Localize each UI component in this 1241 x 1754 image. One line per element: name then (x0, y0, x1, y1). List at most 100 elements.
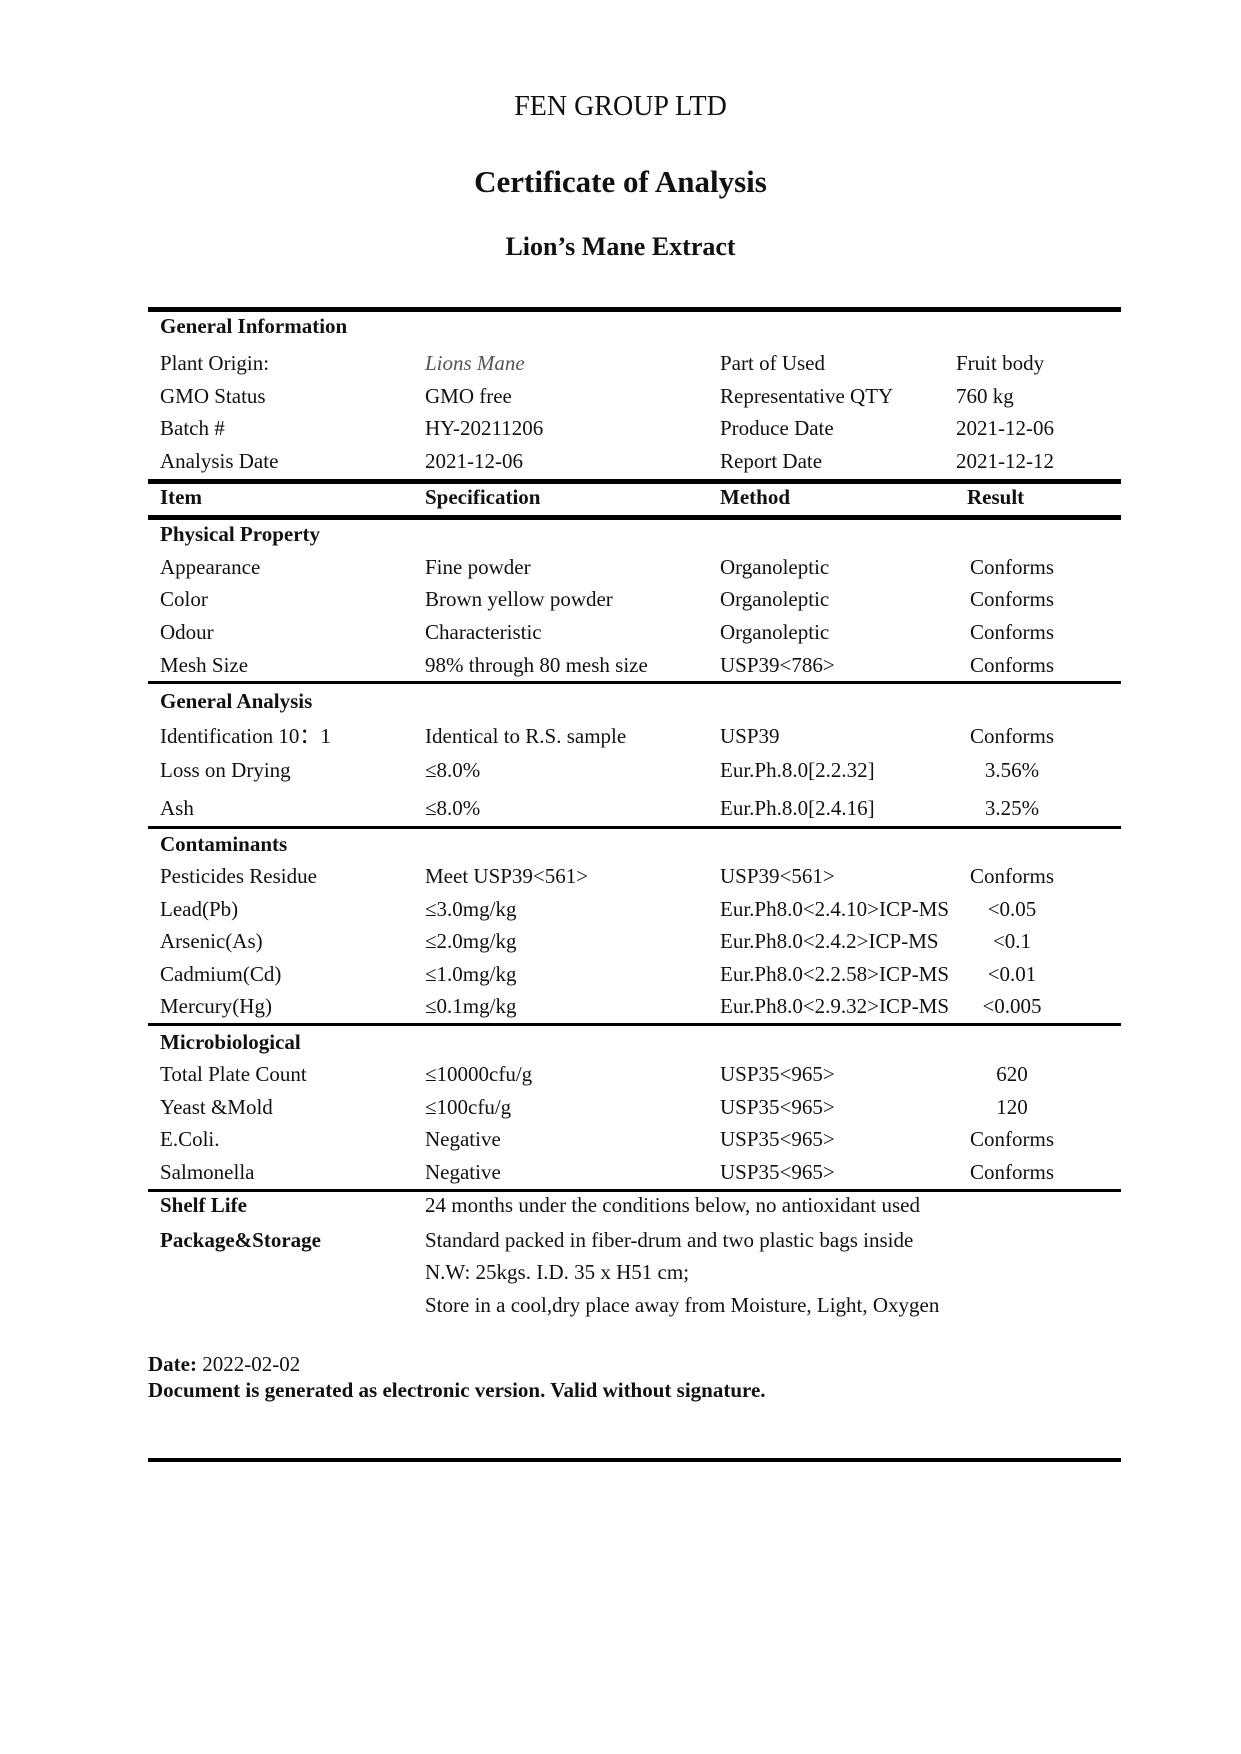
header-rule-bottom (148, 515, 1121, 520)
table-cell: ≤10000cfu/g (425, 1062, 533, 1086)
table-cell: Cadmium(Cd) (160, 962, 282, 986)
table-cell: Identification 10：1 (160, 724, 331, 748)
table-cell: Mercury(Hg) (160, 994, 272, 1018)
section-rule (148, 826, 1121, 829)
table-cell: USP39 (720, 724, 780, 748)
table-cell: Eur.Ph8.0<2.4.2>ICP-MS (720, 929, 939, 953)
date-value: 2022-02-02 (202, 1352, 301, 1376)
header-rule-top (148, 479, 1121, 484)
table-cell: Fine powder (425, 555, 531, 579)
result-cell: Conforms (970, 620, 1054, 644)
table-cell: USP35<965> (720, 1127, 835, 1151)
result-cell: Conforms (970, 1160, 1054, 1184)
info-cell: Fruit body (956, 351, 1045, 375)
section-heading: Contaminants (160, 832, 288, 856)
table-cell: Mesh Size (160, 653, 249, 677)
package-storage-label: Package&Storage (160, 1228, 321, 1252)
result-cell: <0.05 (987, 897, 1037, 921)
result-cell: Conforms (970, 724, 1054, 748)
table-cell: Meet USP39<561> (425, 864, 589, 888)
table-cell: USP35<965> (720, 1160, 835, 1184)
table-cell: Organoleptic (720, 620, 830, 644)
section-heading: General Information (160, 314, 348, 338)
result-cell: <0.01 (987, 962, 1037, 986)
info-cell: Representative QTY (720, 384, 894, 408)
table-cell: ≤2.0mg/kg (425, 929, 517, 953)
table-cell: Lead(Pb) (160, 897, 239, 921)
validity-note: Document is generated as electronic vers… (148, 1378, 766, 1402)
table-cell: Ash (160, 796, 194, 820)
info-cell: 2021-12-06 (956, 416, 1054, 440)
info-cell: Batch # (160, 416, 225, 440)
table-cell: Eur.Ph.8.0[2.4.16] (720, 796, 875, 820)
table-cell: USP35<965> (720, 1095, 835, 1119)
table-cell: Eur.Ph8.0<2.4.10>ICP-MS (720, 897, 950, 921)
info-cell: HY-20211206 (425, 416, 544, 440)
package-storage-line: Standard packed in fiber-drum and two pl… (425, 1228, 914, 1252)
bottom-rule (148, 1458, 1121, 1462)
table-cell: Eur.Ph.8.0[2.2.32] (720, 758, 875, 782)
result-cell: <0.005 (982, 994, 1042, 1018)
info-cell: Produce Date (720, 416, 834, 440)
table-cell: Negative (425, 1160, 501, 1184)
table-cell: 98% through 80 mesh size (425, 653, 648, 677)
table-cell: Loss on Drying (160, 758, 291, 782)
document-title: Certificate of Analysis (474, 164, 767, 199)
table-cell: Organoleptic (720, 555, 830, 579)
table-cell: Negative (425, 1127, 501, 1151)
column-header: Result (967, 485, 1025, 509)
package-storage-line: N.W: 25kgs. I.D. 35 x H51 cm; (425, 1260, 690, 1284)
result-cell: 3.56% (984, 758, 1040, 782)
table-cell: Appearance (160, 555, 261, 579)
result-cell: 3.25% (984, 796, 1040, 820)
table-cell: USP39<561> (720, 864, 835, 888)
result-cell: Conforms (970, 653, 1054, 677)
section-rule (148, 1189, 1121, 1192)
table-cell: Eur.Ph8.0<2.9.32>ICP-MS (720, 994, 950, 1018)
result-cell: 120 (996, 1095, 1028, 1119)
info-cell: 760 kg (956, 384, 1014, 408)
info-cell: Analysis Date (160, 449, 279, 473)
company-name: FEN GROUP LTD (514, 91, 727, 122)
info-cell: Part of Used (720, 351, 825, 375)
table-cell: Total Plate Count (160, 1062, 307, 1086)
date-label: Date: (148, 1352, 197, 1376)
table-cell: USP35<965> (720, 1062, 835, 1086)
table-cell: ≤1.0mg/kg (425, 962, 517, 986)
column-header: Method (720, 485, 790, 509)
result-cell: Conforms (970, 587, 1054, 611)
info-cell: 2021-12-06 (425, 449, 523, 473)
table-cell: ≤100cfu/g (425, 1095, 512, 1119)
table-cell: ≤8.0% (425, 758, 481, 782)
result-cell: 620 (996, 1062, 1028, 1086)
section-heading: General Analysis (160, 689, 313, 713)
table-cell: USP39<786> (720, 653, 835, 677)
table-cell: Pesticides Residue (160, 864, 317, 888)
info-cell: GMO Status (160, 384, 266, 408)
column-header: Item (160, 485, 202, 509)
table-cell: Yeast &Mold (160, 1095, 273, 1119)
table-cell: ≤0.1mg/kg (425, 994, 517, 1018)
section-rule (148, 1023, 1121, 1026)
table-cell: E.Coli. (160, 1127, 220, 1151)
footer-date: Date: 2022-02-02 (148, 1352, 300, 1376)
table-cell: Color (160, 587, 208, 611)
table-cell: Odour (160, 620, 214, 644)
table-cell: ≤8.0% (425, 796, 481, 820)
column-header: Specification (425, 485, 541, 509)
shelf-life-label: Shelf Life (160, 1193, 247, 1217)
info-cell: Lions Mane (425, 351, 525, 375)
table-cell: Eur.Ph8.0<2.2.58>ICP-MS (720, 962, 950, 986)
table-cell: Characteristic (425, 620, 542, 644)
section-rule (148, 681, 1121, 684)
info-cell: 2021-12-12 (956, 449, 1054, 473)
table-cell: Salmonella (160, 1160, 255, 1184)
table-cell: Arsenic(As) (160, 929, 263, 953)
section-heading: Physical Property (160, 522, 321, 546)
top-rule (148, 307, 1121, 312)
shelf-life-value: 24 months under the conditions below, no… (425, 1193, 920, 1217)
table-cell: Organoleptic (720, 587, 830, 611)
table-cell: Brown yellow powder (425, 587, 613, 611)
package-storage-line: Store in a cool,dry place away from Mois… (425, 1293, 940, 1317)
result-cell: <0.1 (992, 929, 1032, 953)
